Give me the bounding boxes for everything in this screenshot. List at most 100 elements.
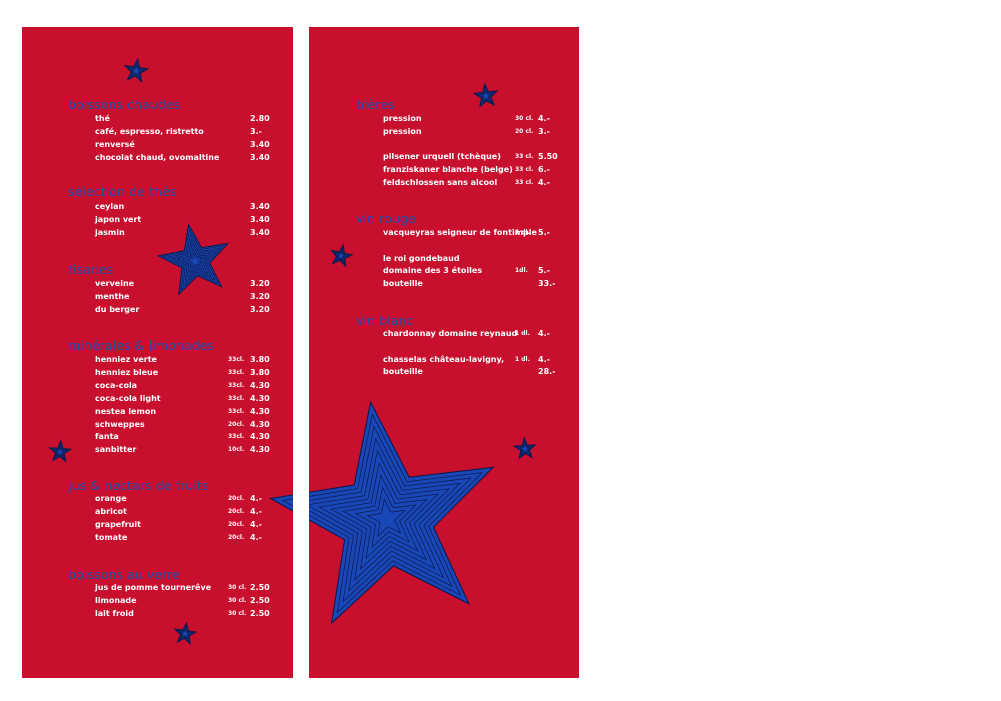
item-name: orange: [95, 494, 127, 503]
item-price: 4.-: [538, 114, 550, 123]
item-quantity: 33 cl.: [515, 166, 534, 174]
section-title: boissons au verre: [68, 567, 180, 582]
menu-item: fanta 33cl. 4.30: [22, 432, 293, 445]
item-quantity: 33 cl.: [515, 153, 534, 161]
menu-item: japon vert 3.40: [22, 215, 293, 228]
menu-item: lait froid 30 cl. 2.50: [22, 609, 293, 622]
item-quantity: 30 cl.: [515, 115, 534, 122]
item-price: 5.50: [538, 152, 558, 162]
item-price: 4.30: [250, 432, 270, 442]
item-price: 4.30: [250, 380, 270, 390]
item-quantity: 20 cl.: [515, 127, 534, 135]
menu-item: henniez bleue 33cl. 3.80: [22, 368, 293, 381]
item-price: 6.-: [538, 165, 550, 175]
item-name: feldschlossen sans alcool: [383, 178, 498, 187]
item-price: 4.30: [250, 445, 270, 455]
item-name: pression: [383, 114, 422, 123]
item-price: 2.50: [250, 595, 270, 605]
item-price: 3.20: [250, 304, 270, 314]
item-quantity: 30 cl.: [228, 609, 247, 617]
item-name: renversé: [95, 139, 135, 149]
menu-item: renversé 3.40: [22, 140, 293, 153]
item-price: 2.50: [250, 583, 270, 592]
menu-item: henniez verte 33cl. 3.80: [22, 355, 293, 368]
item-name: thé: [95, 114, 110, 123]
item-quantity: 33cl.: [228, 381, 245, 389]
item-quantity: 33cl.: [228, 368, 245, 376]
item-price: 5.-: [538, 266, 550, 276]
item-name: verveine: [95, 279, 135, 288]
menu-item: thé 2.80: [22, 114, 293, 127]
item-quantity: 33cl.: [228, 407, 245, 415]
item-price: 3.40: [250, 214, 270, 224]
item-quantity: 20cl.: [228, 507, 245, 515]
item-name: henniez bleue: [95, 367, 159, 377]
item-name: domaine des 3 étoiles: [383, 266, 483, 276]
item-name: vacqueyras seigneur de fontimple: [383, 228, 537, 237]
item-name: sanbitter: [95, 445, 137, 455]
menu-item: menthe 3.20: [22, 292, 293, 305]
item-name: fanta: [95, 432, 119, 442]
star-icon: [179, 628, 191, 640]
item-name: coca-cola: [95, 380, 138, 390]
item-quantity: 33cl.: [228, 356, 245, 363]
item-price: 3.80: [250, 367, 270, 377]
item-name: tomate: [95, 532, 128, 542]
item-name: abricot: [95, 506, 127, 516]
star-icon: [173, 621, 198, 646]
menu-item: le roi gondebaud: [309, 254, 579, 267]
menu-item: chocolat chaud, ovomaltine 3.40: [22, 153, 293, 166]
item-name: lait froid: [95, 608, 134, 618]
menu-item: café, espresso, ristretto 3.-: [22, 127, 293, 140]
star-icon: [479, 89, 492, 102]
menu-item: du berger 3.20: [22, 305, 293, 318]
item-quantity: 1 dl.: [515, 229, 530, 236]
item-quantity: 1dl.: [515, 267, 528, 275]
item-name: café, espresso, ristretto: [95, 126, 204, 136]
menu-item: domaine des 3 étoiles 1dl. 5.-: [309, 266, 579, 279]
star-icon: [335, 250, 347, 262]
item-name: bouteille: [383, 279, 423, 289]
item-price: 28.-: [538, 367, 556, 377]
item-name: franziskaner blanche (belge): [383, 165, 513, 175]
item-name: le roi gondebaud: [383, 253, 460, 263]
item-name: chocolat chaud, ovomaltine: [95, 152, 220, 162]
item-quantity: 30 cl.: [228, 584, 247, 591]
item-quantity: 30 cl.: [228, 596, 247, 604]
item-price: 3.80: [250, 355, 270, 364]
item-name: pilsener urquell (tchèque): [383, 152, 501, 162]
menu-item: schweppes 20cl. 4.30: [22, 420, 293, 433]
menu-item: tomate 20cl. 4.-: [22, 533, 293, 546]
menu-item: pression 30 cl. 4.-: [309, 114, 579, 127]
item-price: 3.40: [250, 227, 270, 237]
menu-item: ceylan 3.40: [22, 202, 293, 215]
item-price: 4.30: [250, 393, 270, 403]
item-quantity: 10cl.: [228, 446, 245, 454]
menu-item: chasselas château-lavigny, 1 dl. 4.-: [309, 355, 579, 368]
item-price: 4.30: [250, 406, 270, 416]
menu-item: pilsener urquell (tchèque) 33 cl. 5.50: [309, 152, 579, 165]
menu-item: feldschlossen sans alcool 33 cl. 4.-: [309, 178, 579, 191]
item-quantity: 33cl.: [228, 433, 245, 441]
item-name: grapefruit: [95, 519, 141, 529]
item-price: 4.-: [250, 532, 262, 542]
menu-item: abricot 20cl. 4.-: [22, 507, 293, 520]
item-name: menthe: [95, 291, 130, 301]
item-price: 3.-: [250, 126, 262, 136]
section-title: sélection de thés: [68, 184, 177, 199]
menu-item: jasmin 3.40: [22, 228, 293, 241]
menu-item: grapefruit 20cl. 4.-: [22, 520, 293, 533]
item-price: 2.80: [250, 114, 270, 123]
item-price: 4.-: [250, 494, 262, 503]
item-quantity: 20cl.: [228, 520, 245, 528]
item-quantity: 33 cl.: [515, 179, 534, 186]
item-name: nestea lemon: [95, 406, 157, 416]
menu-item: jus de pomme tournerêve 30 cl. 2.50: [22, 583, 293, 596]
item-price: 4.-: [538, 354, 550, 364]
item-name: ceylan: [95, 202, 125, 211]
item-price: 3.40: [250, 202, 270, 211]
section-title: boissons chaudes: [68, 97, 181, 112]
item-price: 3.40: [250, 152, 270, 162]
item-price: 33.-: [538, 279, 556, 289]
